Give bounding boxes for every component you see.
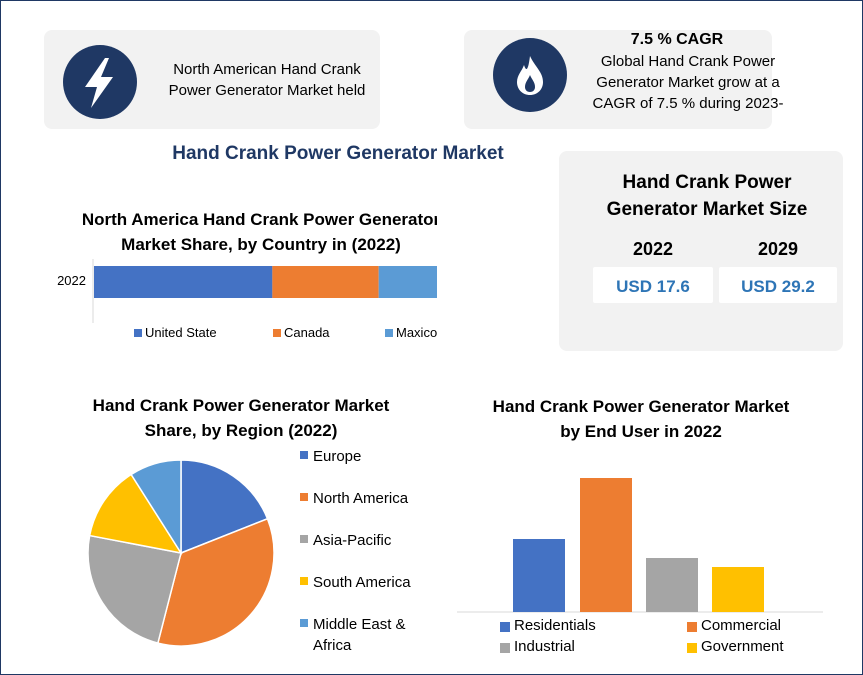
bar-segment xyxy=(378,266,437,298)
legend-label: Commercial xyxy=(701,617,782,634)
legend-swatch xyxy=(300,577,308,585)
value-box xyxy=(593,267,713,303)
market-value: USD 29.2 xyxy=(741,277,815,296)
bar-segment xyxy=(94,266,273,298)
legend-swatch xyxy=(687,643,697,653)
legend-label: United State xyxy=(145,325,217,340)
legend-label: Middle East & Africa xyxy=(313,616,406,654)
legend-label: Maxico xyxy=(396,325,437,340)
bar xyxy=(646,558,698,612)
value-box xyxy=(719,267,837,303)
legend-swatch xyxy=(300,535,308,543)
year: 2022 xyxy=(632,239,674,259)
bar xyxy=(513,539,565,612)
pie-slice xyxy=(180,459,269,555)
pie-slice xyxy=(156,517,275,647)
legend-swatch xyxy=(300,619,308,627)
pie-slice xyxy=(88,473,183,555)
legend-swatch xyxy=(134,329,142,337)
legend-label: Government xyxy=(701,638,784,655)
legend-swatch xyxy=(300,451,308,459)
year: 2029 xyxy=(757,239,799,259)
legend-label: South America xyxy=(313,574,411,591)
legend-label: Canada xyxy=(284,325,330,340)
flame-icon xyxy=(517,56,543,95)
legend-swatch xyxy=(273,329,281,337)
bar-segment xyxy=(272,266,379,298)
market-value: USD 17.6 xyxy=(616,277,690,296)
legend-label: Asia-Pacific xyxy=(313,532,392,549)
category-label: 2022 xyxy=(57,273,86,288)
card-text: North American Hand Crank Power Generato… xyxy=(168,61,366,99)
lightning-icon xyxy=(85,58,113,108)
legend-label: Residentials xyxy=(514,617,596,634)
bar xyxy=(712,567,764,612)
market-size-title: Hand Crank Power Generator Market Size xyxy=(606,172,808,220)
legend-clip: United State Canada Maxico xyxy=(1,323,437,345)
main-title: Hand Crank Power Generator Market xyxy=(172,143,504,164)
legend-swatch xyxy=(385,329,393,337)
chart-title: North America Hand Crank Power Generator… xyxy=(81,210,437,254)
pie-slice xyxy=(87,534,182,644)
legend-label: Europe xyxy=(313,448,362,465)
pie-slice xyxy=(130,459,182,556)
legend-swatch xyxy=(500,643,510,653)
legend-swatch xyxy=(500,622,510,632)
legend-swatch xyxy=(300,493,308,501)
card-text: Global Hand Crank Power Generator Market… xyxy=(592,53,784,112)
card-heading: 7.5 % CAGR xyxy=(630,31,724,48)
market-size-card xyxy=(559,151,843,351)
bar xyxy=(580,478,632,612)
legend-swatch xyxy=(687,622,697,632)
legend-label: Industrial xyxy=(514,638,575,655)
chart-title: Hand Crank Power Generator Market Share,… xyxy=(92,396,390,440)
title-clip: North America Hand Crank Power Generator… xyxy=(61,207,437,267)
legend-label: North America xyxy=(313,490,409,507)
chart-title: Hand Crank Power Generator Market by End… xyxy=(492,397,790,441)
